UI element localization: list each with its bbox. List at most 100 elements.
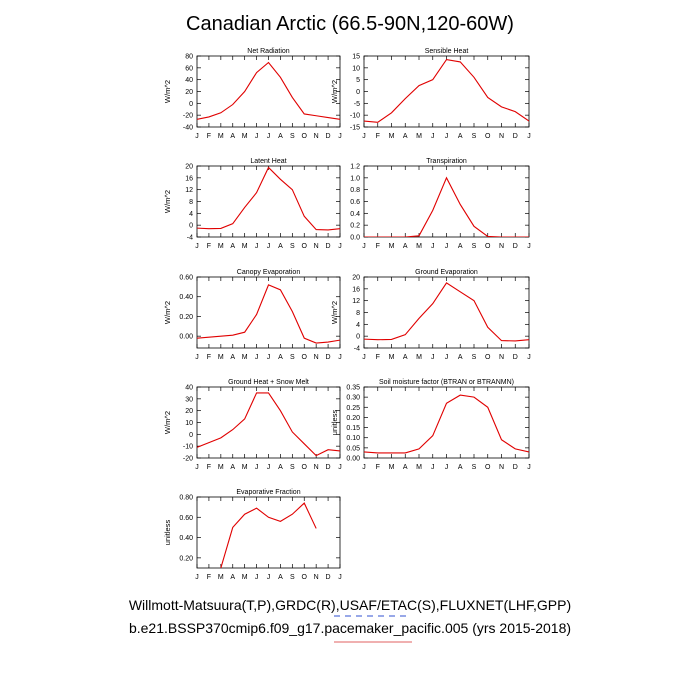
x-tick-label: A	[230, 243, 235, 250]
panel-frame	[196, 496, 341, 569]
x-tick-label: J	[527, 464, 531, 471]
x-tick-label: J	[431, 354, 435, 361]
y-tick-label: 8	[356, 310, 360, 317]
x-tick-label: A	[230, 574, 235, 581]
x-tick-label: S	[472, 243, 477, 250]
x-tick-label: J	[195, 574, 199, 581]
y-tick-label: 8	[189, 199, 193, 206]
x-tick-label: N	[499, 133, 504, 140]
y-tick-label: 0.40	[179, 294, 193, 301]
x-tick-label: F	[207, 574, 211, 581]
series-line	[197, 284, 340, 344]
x-tick-label: A	[230, 464, 235, 471]
series-line	[220, 502, 317, 568]
y-tick-label: -20	[183, 456, 193, 463]
panel-title: Canopy Evaporation	[237, 269, 301, 276]
y-tick-label: -15	[350, 125, 360, 132]
x-tick-label: A	[403, 354, 408, 361]
y-axis-label: W/m^2	[163, 301, 172, 324]
x-tick-label: J	[255, 464, 259, 471]
x-tick-label: N	[499, 243, 504, 250]
x-tick-label: D	[326, 243, 331, 250]
y-tick-label: 20	[185, 408, 193, 415]
y-tick-label: 4	[189, 211, 193, 218]
panel-frame	[196, 165, 341, 238]
y-tick-label: 4	[356, 322, 360, 329]
y-tick-label: 0	[356, 334, 360, 341]
x-tick-label: A	[403, 133, 408, 140]
x-tick-label: J	[527, 133, 531, 140]
x-tick-label: J	[445, 354, 449, 361]
x-tick-label: J	[431, 243, 435, 250]
x-tick-label: M	[242, 133, 248, 140]
x-tick-label: O	[302, 574, 308, 581]
x-tick-label: J	[338, 133, 342, 140]
y-tick-label: 0.00	[346, 456, 360, 463]
x-tick-label: N	[314, 133, 319, 140]
y-tick-label: 0	[189, 223, 193, 230]
x-tick-label: S	[290, 574, 295, 581]
x-tick-label: F	[207, 243, 211, 250]
x-tick-label: S	[472, 354, 477, 361]
x-tick-label: J	[362, 464, 366, 471]
series-line	[197, 392, 340, 457]
y-tick-label: 15	[352, 54, 360, 61]
x-tick-label: J	[267, 574, 271, 581]
y-tick-label: -40	[183, 125, 193, 132]
y-tick-label: 0	[356, 89, 360, 96]
x-tick-label: F	[207, 133, 211, 140]
y-axis-label: W/m^2	[330, 80, 339, 103]
y-tick-label: 20	[185, 89, 193, 96]
x-tick-label: J	[255, 354, 259, 361]
y-tick-label: 0.60	[179, 515, 193, 522]
panel-title: Ground Heat + Snow Melt	[228, 379, 309, 386]
x-tick-label: S	[290, 354, 295, 361]
panel-frame	[363, 276, 530, 349]
x-tick-label: M	[389, 243, 395, 250]
x-tick-label: J	[527, 354, 531, 361]
y-tick-label: 1.2	[350, 164, 360, 171]
x-tick-label: S	[290, 464, 295, 471]
y-tick-label: 0	[189, 101, 193, 108]
y-tick-label: 16	[352, 286, 360, 293]
x-tick-label: M	[218, 574, 224, 581]
y-tick-label: 0.30	[346, 395, 360, 402]
x-tick-label: F	[376, 133, 380, 140]
x-tick-label: F	[207, 464, 211, 471]
y-tick-label: -10	[350, 113, 360, 120]
y-tick-label: 0.6	[350, 199, 360, 206]
panel-frame	[363, 386, 530, 459]
x-tick-label: J	[267, 464, 271, 471]
panel-title: Soil moisture factor (BTRAN or BTRANMN)	[379, 379, 514, 386]
y-tick-label: 1.0	[350, 175, 360, 182]
y-tick-label: -10	[183, 444, 193, 451]
x-tick-label: A	[278, 464, 283, 471]
x-tick-label: S	[290, 133, 295, 140]
y-tick-label: 16	[185, 175, 193, 182]
series-line	[364, 58, 529, 123]
y-tick-label: 0.20	[179, 314, 193, 321]
x-tick-label: M	[242, 464, 248, 471]
series-line	[197, 166, 340, 231]
x-tick-label: A	[458, 464, 463, 471]
y-tick-label: 60	[185, 65, 193, 72]
y-tick-label: -4	[187, 235, 193, 242]
x-tick-label: J	[431, 464, 435, 471]
y-tick-label: 5	[356, 77, 360, 84]
panel-frame	[196, 386, 341, 459]
panel-frame	[196, 276, 341, 349]
x-tick-label: M	[416, 354, 422, 361]
y-tick-label: 12	[185, 187, 193, 194]
x-tick-label: A	[458, 133, 463, 140]
x-tick-label: O	[302, 464, 308, 471]
y-tick-label: 0.00	[179, 334, 193, 341]
x-tick-label: J	[445, 133, 449, 140]
x-tick-label: J	[338, 574, 342, 581]
x-tick-label: J	[338, 354, 342, 361]
y-tick-label: 0.2	[350, 223, 360, 230]
